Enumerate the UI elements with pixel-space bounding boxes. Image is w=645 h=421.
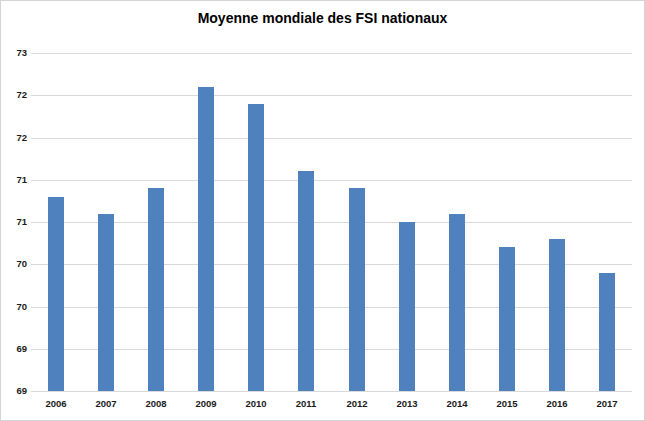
- bar-2007: [98, 214, 114, 391]
- y-tick-label: 69: [1, 343, 27, 355]
- y-tick-label: 70: [1, 258, 27, 270]
- bar-2006: [48, 197, 64, 391]
- bar-2008: [148, 188, 164, 391]
- chart-container: Moyenne mondiale des FSI nationaux 73 72 7…: [0, 0, 645, 421]
- bar-2017: [599, 273, 615, 391]
- y-gridline: [31, 53, 632, 54]
- x-tick-label: 2017: [585, 398, 629, 410]
- bar-2013: [399, 222, 415, 391]
- y-tick-label: 72: [1, 89, 27, 101]
- y-tick-label: 72: [1, 132, 27, 144]
- x-tick-label: 2010: [234, 398, 278, 410]
- x-tick-label: 2016: [535, 398, 579, 410]
- y-gridline: [31, 391, 632, 392]
- bar-2011: [298, 171, 314, 391]
- y-tick-label: 70: [1, 301, 27, 313]
- bar-2012: [349, 188, 365, 391]
- x-tick-label: 2012: [335, 398, 379, 410]
- bar-2016: [549, 239, 565, 391]
- bar-2014: [449, 214, 465, 391]
- y-gridline: [31, 180, 632, 181]
- y-gridline: [31, 349, 632, 350]
- y-tick-label: 69: [1, 385, 27, 397]
- bar-2015: [499, 247, 515, 391]
- y-gridline: [31, 95, 632, 96]
- chart-title: Moyenne mondiale des FSI nationaux: [1, 10, 644, 26]
- x-tick-label: 2015: [485, 398, 529, 410]
- x-tick-label: 2006: [34, 398, 78, 410]
- x-tick-label: 2014: [435, 398, 479, 410]
- y-gridline: [31, 222, 632, 223]
- x-tick-label: 2009: [184, 398, 228, 410]
- y-tick-label: 71: [1, 216, 27, 228]
- x-tick-label: 2008: [134, 398, 178, 410]
- bar-2009: [198, 87, 214, 391]
- x-tick-label: 2007: [84, 398, 128, 410]
- x-tick-label: 2011: [284, 398, 328, 410]
- x-tick-label: 2013: [385, 398, 429, 410]
- y-gridline: [31, 138, 632, 139]
- y-gridline: [31, 307, 632, 308]
- bar-2010: [248, 104, 264, 391]
- plot-area: [31, 53, 632, 391]
- y-gridline: [31, 264, 632, 265]
- y-tick-label: 73: [1, 47, 27, 59]
- y-tick-label: 71: [1, 174, 27, 186]
